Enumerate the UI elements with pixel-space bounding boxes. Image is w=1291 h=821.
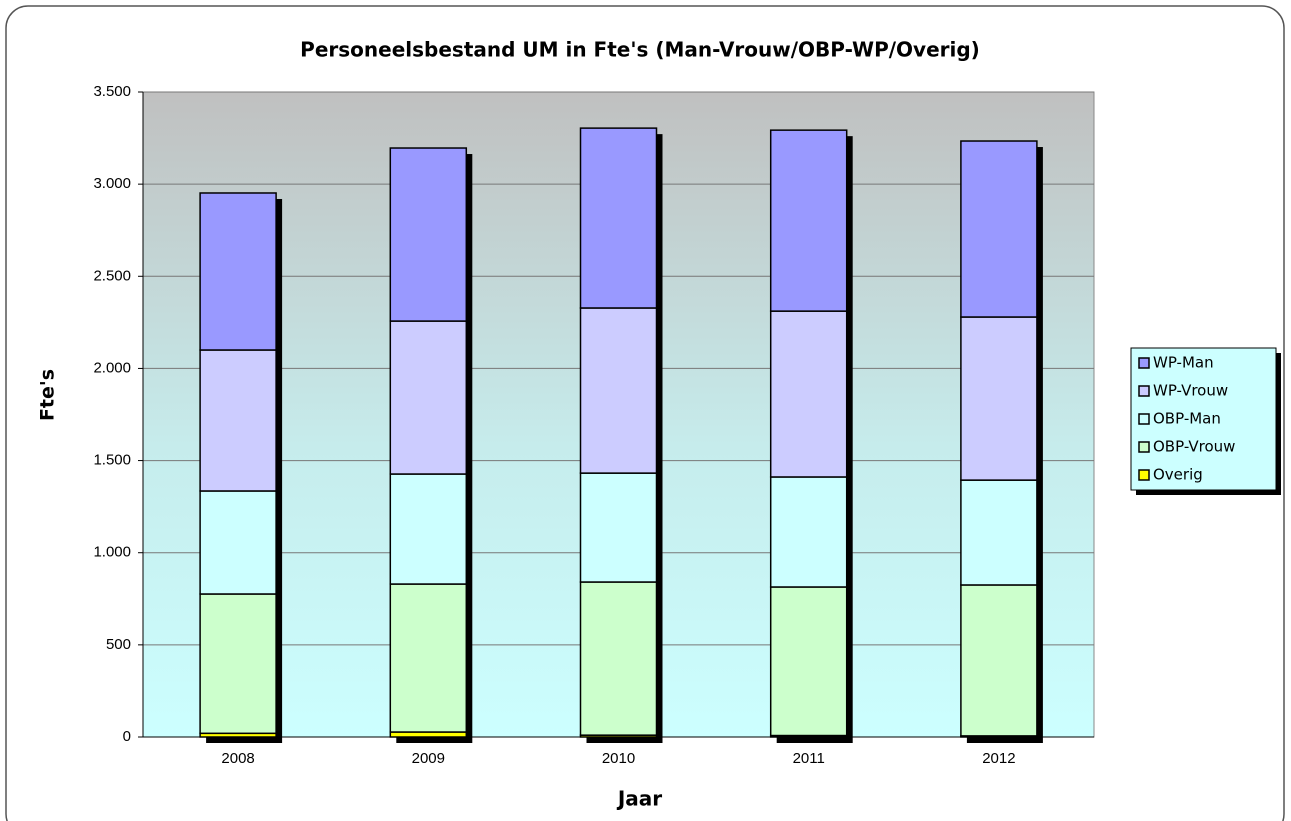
x-tick-label: 2012 bbox=[982, 750, 1015, 767]
bar-segment bbox=[769, 129, 848, 312]
bar-segment bbox=[199, 593, 277, 735]
y-tick-label: 1.000 bbox=[93, 544, 131, 561]
y-tick-label: 2.500 bbox=[93, 267, 131, 284]
bar-segment bbox=[579, 127, 658, 309]
bar-segment bbox=[389, 473, 468, 585]
y-tick-label: 0 bbox=[123, 728, 131, 745]
bar-segment bbox=[389, 320, 468, 475]
legend-swatch bbox=[1138, 413, 1150, 425]
bar-segment bbox=[960, 479, 1038, 586]
legend-label: OBP-Vrouw bbox=[1153, 438, 1235, 456]
y-tick-label: 2.000 bbox=[93, 359, 131, 376]
bar-segment bbox=[769, 476, 848, 588]
y-tick-label: 3.500 bbox=[93, 83, 131, 100]
x-tick-label: 2010 bbox=[602, 750, 635, 767]
bar-segment bbox=[769, 586, 848, 737]
legend-swatch bbox=[1138, 469, 1150, 481]
legend: WP-Man WP-Vrouw OBP-Man OBP-Vrouw Overig bbox=[1130, 347, 1281, 495]
y-tick-label: 500 bbox=[106, 636, 131, 653]
bar-segment bbox=[579, 472, 658, 583]
x-tick-label: 2008 bbox=[221, 750, 254, 767]
bar-segment bbox=[579, 307, 658, 474]
bar-segment bbox=[960, 584, 1038, 737]
x-tick-label: 2009 bbox=[412, 750, 445, 767]
legend-label: OBP-Man bbox=[1153, 410, 1221, 428]
legend-swatch bbox=[1138, 441, 1150, 453]
legend-label: Overig bbox=[1153, 466, 1203, 484]
bar-segment bbox=[769, 310, 848, 478]
chart-title: Personeelsbestand UM in Fte's (Man-Vrouw… bbox=[300, 38, 980, 62]
bar-segment bbox=[389, 583, 468, 733]
bar-segment bbox=[199, 349, 277, 492]
bars bbox=[199, 127, 1043, 744]
legend-box bbox=[1130, 347, 1277, 491]
legend-swatch bbox=[1138, 357, 1150, 369]
legend-label: WP-Man bbox=[1153, 354, 1214, 372]
y-tick-label: 3.000 bbox=[93, 175, 131, 192]
x-axis-title: Jaar bbox=[616, 787, 662, 811]
bar-segment bbox=[960, 140, 1038, 318]
bar-segment bbox=[199, 490, 277, 595]
bar-segment bbox=[199, 192, 277, 351]
bar-segment bbox=[960, 316, 1038, 481]
bar-segment bbox=[389, 147, 468, 322]
x-tick-label: 2011 bbox=[793, 750, 825, 767]
legend-label: WP-Vrouw bbox=[1153, 382, 1228, 400]
legend-swatch bbox=[1138, 385, 1150, 397]
y-tick-label: 1.500 bbox=[93, 452, 131, 469]
bar-segment bbox=[579, 581, 658, 736]
y-axis-title: Fte's bbox=[37, 369, 59, 421]
